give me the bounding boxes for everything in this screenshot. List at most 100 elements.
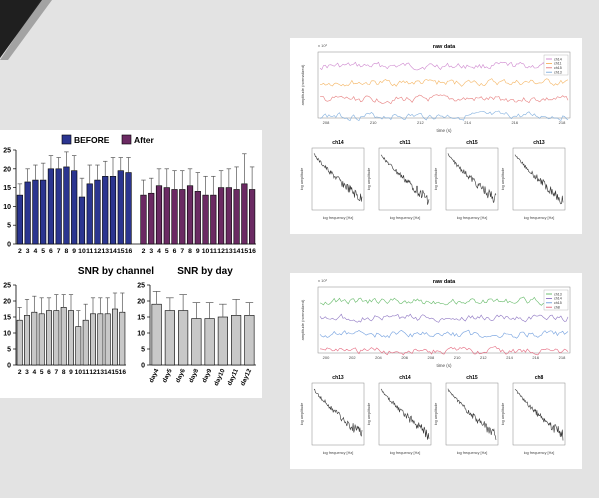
day-chart-title: SNR by day (177, 266, 233, 277)
bar (90, 313, 96, 366)
raw-plot-x-tick-label: 218 (559, 355, 566, 360)
x-tick-label: day8 (188, 367, 201, 383)
bar (94, 179, 101, 245)
y-tick-label: 0 (141, 363, 145, 370)
psd-plot-title: ch15 (466, 140, 478, 146)
raw-plot-x-tick-label: 200 (323, 355, 330, 360)
raw-data-panel-1: raw data x 10³ amplitude (normalized) time … (290, 38, 582, 234)
raw-plot-x-tick-label: 208 (323, 120, 330, 125)
x-tick-label: 4 (34, 248, 38, 255)
snr-legend: BEFORE After (61, 134, 155, 145)
bar (60, 307, 67, 366)
raw-trace-line (319, 61, 569, 71)
bar (102, 176, 109, 245)
bar (117, 170, 124, 245)
snr-before-after-chart: 0510152025SNR234567891011121314151623456… (0, 148, 256, 256)
psd-plot-y-label: log amplitude (300, 168, 304, 191)
raw-plot-y-exponent: x 10³ (318, 43, 328, 48)
y-tick-label: 25 (3, 148, 11, 155)
x-tick-label: 2 (18, 248, 22, 255)
y-tick-label: 10 (3, 331, 11, 338)
psd-plot-y-label: log amplitude (501, 168, 505, 191)
raw-plot-x-tick-label: 212 (480, 355, 487, 360)
psd-curve (447, 153, 497, 203)
psd-curve (313, 388, 363, 437)
y-axis-label: SNR (0, 189, 1, 205)
y-tick-label: 20 (3, 299, 11, 306)
legend-after-swatch (121, 134, 132, 145)
y-tick-label: 15 (137, 315, 145, 322)
psd-plot-title: ch14 (399, 375, 411, 381)
bar (217, 316, 228, 366)
legend-before-swatch (61, 134, 72, 145)
bar (178, 310, 189, 366)
x-tick-label: 15 (111, 369, 119, 376)
x-tick-label: 7 (180, 248, 184, 255)
x-tick-label: 16 (125, 248, 133, 255)
psd-curve (380, 388, 430, 440)
psd-curve (313, 153, 363, 202)
y-tick-label: 20 (137, 299, 145, 306)
bar (191, 318, 202, 366)
x-tick-label: 2 (142, 248, 146, 255)
x-tick-label: 5 (165, 248, 169, 255)
psd-plot-y-label: log amplitude (434, 403, 438, 426)
x-tick-label: 4 (157, 248, 161, 255)
raw-plot-x-label: time (s) (437, 128, 453, 133)
x-tick-label: 8 (65, 248, 69, 255)
bar (32, 179, 39, 245)
x-tick-label: 5 (40, 369, 44, 376)
raw-plot-x-tick-label: 204 (375, 355, 382, 360)
raw-trace-line (319, 346, 569, 356)
psd-curve (380, 154, 430, 205)
bar (186, 185, 194, 245)
psd-plot-title: ch13 (332, 375, 344, 381)
raw-plot-x-tick-label: 216 (532, 355, 539, 360)
x-tick-label: 13 (97, 369, 105, 376)
raw-plot-x-label: time (s) (437, 363, 453, 368)
psd-plot-frame (378, 382, 432, 446)
x-tick-label: 11 (210, 248, 217, 255)
bar (97, 313, 104, 366)
bar (125, 172, 132, 245)
raw-legend-label: ch13 (554, 71, 562, 75)
bar (202, 194, 209, 245)
bar (140, 194, 147, 245)
raw-legend-label: ch13 (554, 292, 562, 296)
x-tick-label: day11 (226, 367, 240, 386)
psd-plot-x-label: log frequency [Hz] (524, 451, 555, 455)
raw-data-figure-2: raw data x 10³ amplitude (normalized) time … (300, 278, 571, 455)
raw-plot-x-tick-label: 218 (559, 120, 566, 125)
bar (164, 310, 175, 366)
x-tick-label: 8 (188, 248, 192, 255)
psd-plot-frame (445, 382, 499, 446)
x-tick-label: 11 (82, 369, 89, 376)
raw-plot-x-tick-label: 212 (417, 120, 424, 125)
x-tick-label: 4 (32, 369, 36, 376)
bar (225, 187, 232, 245)
bar (71, 170, 78, 245)
bar (148, 192, 155, 245)
bar (16, 194, 23, 245)
psd-plot-frame (512, 382, 566, 446)
bar (82, 319, 89, 366)
psd-plot-x-label: log frequency [Hz] (457, 451, 488, 455)
bar (171, 189, 178, 245)
raw-trace-line (319, 296, 569, 306)
bar (244, 315, 255, 366)
x-tick-label: 7 (57, 248, 61, 255)
psd-plot-x-label: log frequency [Hz] (323, 216, 354, 220)
y-tick-label: 25 (3, 283, 11, 290)
bar (55, 168, 62, 245)
raw-plot-frame (317, 51, 571, 119)
decorative-triangle (0, 0, 52, 60)
bar (40, 179, 47, 245)
bar (46, 310, 52, 366)
raw-plot-y-label: amplitude (normalized) (300, 64, 305, 105)
y-tick-label: 5 (7, 223, 11, 230)
psd-plot-frame (378, 147, 432, 211)
snr-by-channel-chart: 0510152025SNR2345678910111213141516 (0, 283, 126, 377)
bar (53, 310, 60, 366)
x-tick-label: 6 (173, 248, 177, 255)
raw-legend-label: ch15 (554, 66, 562, 70)
